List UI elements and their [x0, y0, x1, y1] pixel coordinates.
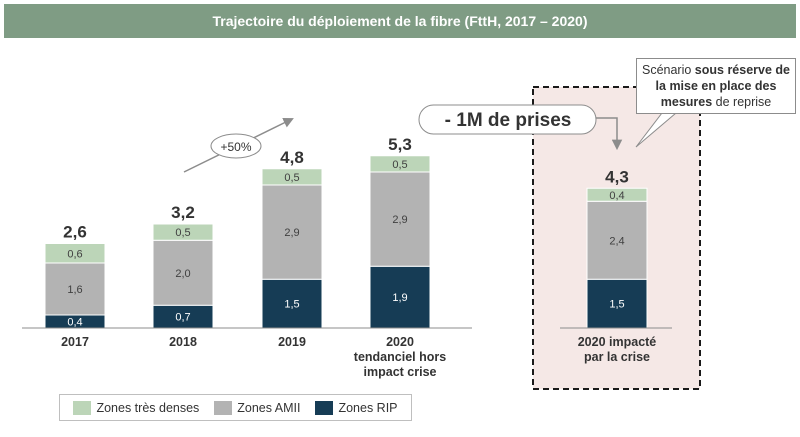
segment-label-amii-1: 1,6 — [67, 284, 82, 296]
category-label-2: 2018 — [169, 335, 197, 349]
segment-label-tres-denses-4: 0,5 — [392, 159, 407, 171]
legend-swatch-amii — [214, 400, 233, 415]
segment-label-amii-4: 2,9 — [392, 214, 407, 226]
legend-swatch-rip — [315, 400, 334, 415]
bar-segment-amii-2 — [152, 239, 214, 306]
legend-swatch-tres-denses — [73, 400, 92, 415]
legend-label-tres-denses: Zones très denses — [96, 400, 200, 415]
bar-segment-rip-4 — [369, 265, 431, 329]
segment-label-rip-4: 1,9 — [392, 292, 407, 304]
growth-label-bubble — [210, 133, 262, 159]
legend-label-amii: Zones AMII — [237, 400, 301, 415]
segment-label-tres-denses-3: 0,5 — [284, 172, 299, 184]
segment-label-tres-denses-1: 0,6 — [67, 248, 82, 260]
bar-segment-tres-denses-3 — [261, 168, 323, 186]
bar-segment-amii-3 — [261, 184, 323, 280]
bar-segment-tres-denses-1 — [44, 243, 106, 264]
category-label-5: 2020 impacté — [578, 335, 657, 349]
legend-item-amii: Zones AMII — [214, 400, 301, 415]
bar-segment-rip-3 — [261, 278, 323, 329]
category-label-1: 2017 — [61, 335, 89, 349]
callout-text-1: Scénario — [641, 63, 695, 77]
total-label-5: 4,3 — [605, 167, 629, 186]
scenario-callout: Scénario sous réserve de la mise en plac… — [636, 58, 796, 114]
segment-label-rip-2: 0,7 — [175, 312, 190, 324]
bar-segment-amii-4 — [369, 171, 431, 267]
category-label-4-line2: tendanciel hors — [354, 350, 446, 364]
bar-segment-tres-denses-5 — [586, 187, 648, 202]
legend-item-rip: Zones RIP — [315, 400, 398, 415]
category-label-4-line3: impact crise — [364, 365, 437, 379]
bar-segment-amii-5 — [586, 200, 648, 280]
bar-segment-amii-1 — [44, 262, 106, 316]
total-label-1: 2,6 — [63, 223, 87, 242]
legend-label-rip: Zones RIP — [338, 400, 398, 415]
total-label-4: 5,3 — [388, 135, 412, 154]
callout-text-2: de reprise — [712, 95, 772, 109]
total-label-3: 4,8 — [280, 148, 304, 167]
segment-label-rip-5: 1,5 — [609, 299, 624, 311]
category-label-4: 2020 — [386, 335, 414, 349]
legend-item-tres-denses: Zones très denses — [73, 400, 200, 415]
callout-text-bold: sous réserve de la mise en place des mes… — [655, 63, 790, 109]
category-label-5-line2: par la crise — [584, 350, 650, 364]
growth-label: +50% — [220, 140, 251, 154]
segment-label-rip-3: 1,5 — [284, 299, 299, 311]
segment-label-amii-3: 2,9 — [284, 227, 299, 239]
bar-segment-tres-denses-4 — [369, 155, 431, 173]
segment-label-rip-1: 0,4 — [67, 317, 82, 329]
segment-label-tres-denses-5: 0,4 — [609, 190, 624, 202]
drop-label: - 1M de prises — [445, 110, 572, 131]
bar-segment-tres-denses-2 — [152, 223, 214, 241]
total-label-2: 3,2 — [171, 203, 195, 222]
segment-label-amii-5: 2,4 — [609, 235, 624, 247]
segment-label-tres-denses-2: 0,5 — [175, 227, 190, 239]
drop-label-bubble — [418, 104, 597, 135]
chart-title: Trajectoire du déploiement de la fibre (… — [4, 4, 796, 38]
category-label-3: 2019 — [278, 335, 306, 349]
segment-label-amii-2: 2,0 — [175, 268, 190, 280]
bar-segment-rip-5 — [586, 278, 648, 329]
drop-arrow — [596, 117, 623, 151]
legend: Zones très denses Zones AMII Zones RIP — [59, 394, 412, 421]
